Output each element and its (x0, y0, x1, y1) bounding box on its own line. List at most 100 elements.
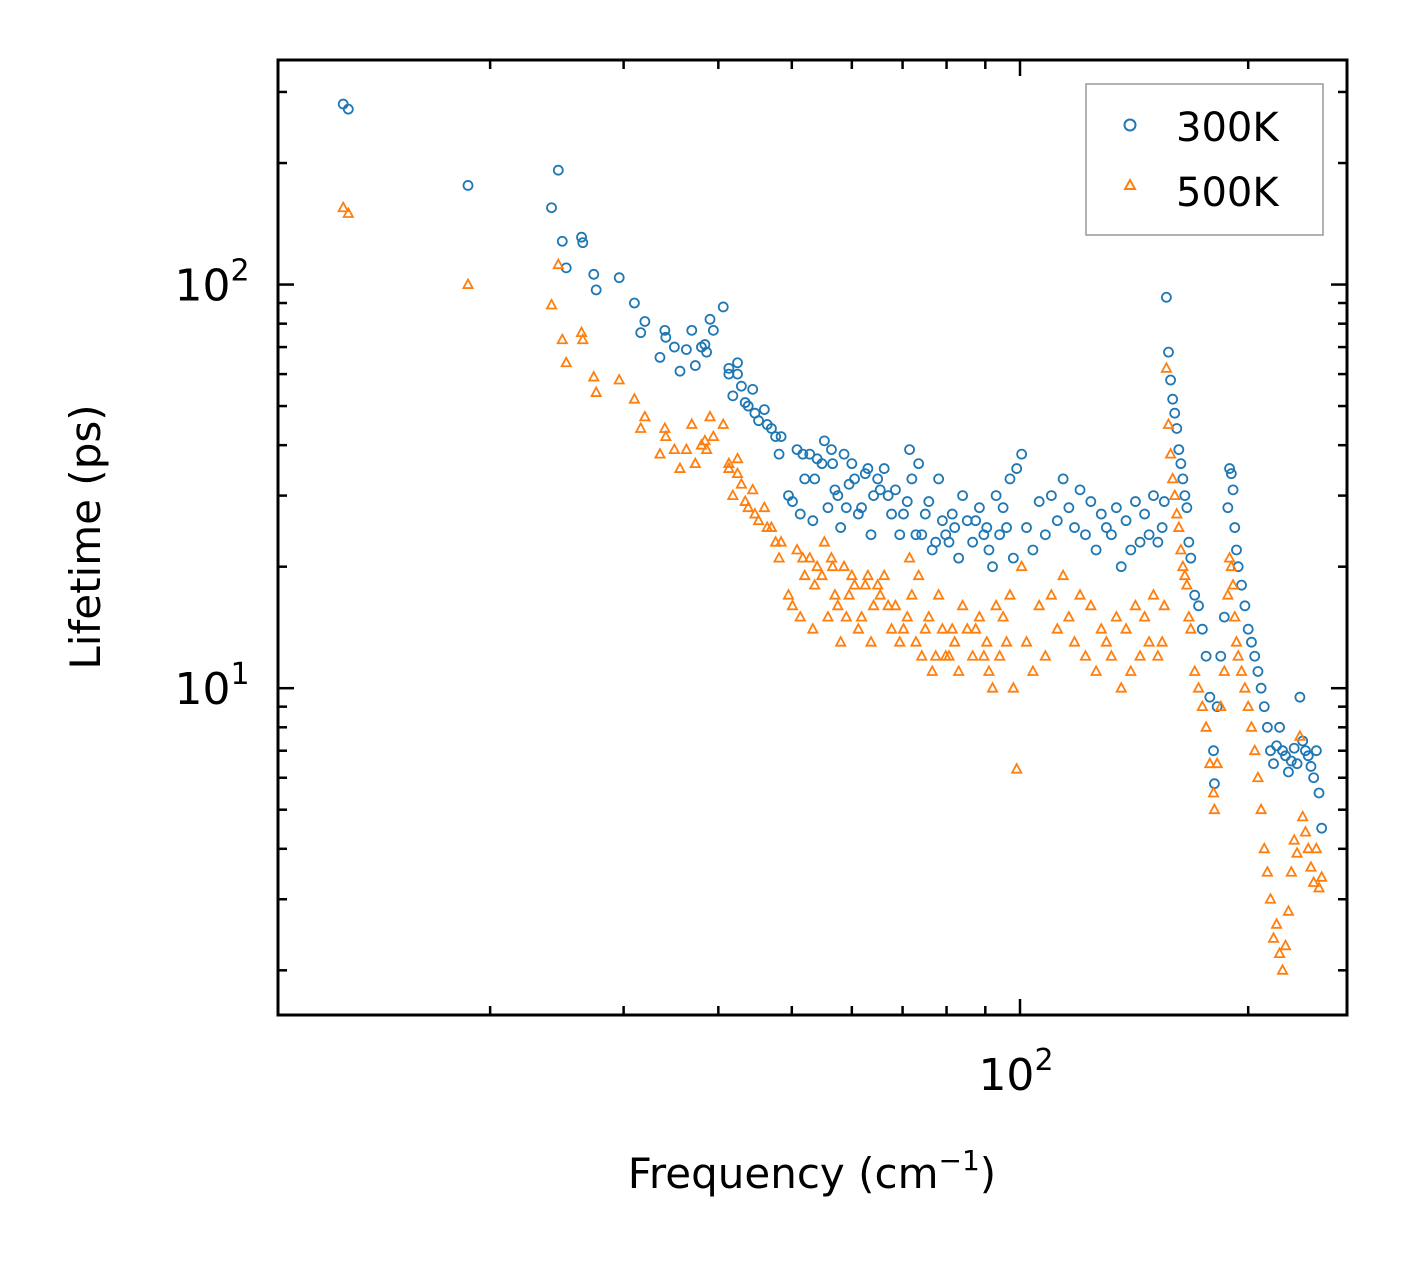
data-point-300k (994, 529, 1006, 541)
data-point-300k (1227, 484, 1239, 496)
data-point-300k (775, 431, 787, 443)
data-point-300k (826, 444, 837, 456)
data-point-300k (807, 515, 819, 527)
data-point-300k (923, 496, 935, 507)
data-point-300k (1225, 468, 1237, 480)
data-point-300k (856, 502, 867, 514)
data-point-300k (699, 339, 711, 350)
data-point-500k (1290, 846, 1304, 858)
data-point-500k (808, 578, 821, 590)
data-point-500k (840, 610, 853, 622)
data-point-500k (798, 568, 811, 581)
data-point-500k (659, 429, 672, 442)
data-point-500k (825, 551, 838, 563)
data-point-300k (680, 344, 692, 355)
data-point-500k (1068, 635, 1081, 647)
data-point-500k (722, 461, 735, 473)
data-point-500k (1089, 664, 1103, 676)
data-point-500k (1010, 762, 1023, 774)
data-point-500k (1156, 635, 1169, 647)
data-point-500k (1270, 917, 1283, 929)
data-point-300k (1218, 611, 1230, 623)
data-point-300k (723, 362, 735, 374)
data-point-300k (1057, 473, 1069, 485)
data-point-500k (1192, 681, 1205, 693)
data-point-300k (1246, 636, 1257, 648)
data-point-300k (843, 478, 855, 490)
data-point-500k (882, 598, 895, 611)
data-point-500k (1282, 904, 1295, 916)
data-point-300k (660, 331, 672, 343)
data-point-300k (1302, 750, 1314, 762)
data-point-500k (905, 588, 918, 600)
data-point-300k (1004, 473, 1016, 485)
data-point-300k (1152, 536, 1164, 548)
data-point-300k (797, 448, 809, 460)
data-point-300k (1177, 473, 1189, 485)
data-point-300k (1181, 502, 1193, 514)
data-point-500k (852, 622, 865, 634)
data-point-300k (906, 473, 918, 485)
data-point-500k (885, 622, 898, 634)
data-point-500k (826, 559, 839, 572)
data-point-300k (865, 529, 877, 541)
data-point-300k (576, 231, 587, 243)
data-point-300k (1115, 561, 1127, 573)
data-point-500k (1151, 649, 1164, 661)
data-point-500k (936, 622, 949, 634)
data-point-500k (634, 421, 647, 433)
data-point-500k (1084, 598, 1097, 611)
plot-marks (337, 98, 1328, 975)
data-point-300k (997, 502, 1009, 514)
data-point-500k (1095, 622, 1108, 634)
data-point-500k (1264, 892, 1277, 904)
data-point-500k (731, 466, 744, 479)
data-point-300k (1143, 529, 1155, 541)
data-point-300k (953, 552, 965, 564)
data-point-500k (1248, 743, 1261, 756)
data-point-500k (1176, 559, 1189, 572)
data-point-500k (803, 551, 816, 563)
data-point-300k (1183, 536, 1195, 548)
data-point-500k (1267, 931, 1280, 943)
data-point-500k (735, 477, 748, 489)
data-point-500k (855, 610, 868, 622)
data-point-500k (901, 610, 914, 622)
data-point-500k (668, 442, 681, 455)
data-point-300k (1200, 650, 1212, 662)
data-point-500k (774, 535, 788, 547)
data-point-300k (1204, 691, 1216, 703)
data-point-300k (1085, 496, 1097, 507)
data-point-300k (1261, 721, 1273, 733)
data-point-300k (556, 235, 568, 247)
data-point-300k (1215, 650, 1227, 662)
data-point-500k (722, 456, 735, 469)
data-point-500k (1312, 881, 1326, 893)
data-point-300k (1130, 496, 1141, 507)
data-point-500k (1045, 588, 1058, 600)
data-point-500k (1020, 635, 1033, 647)
data-point-500k (1238, 681, 1252, 693)
data-point-300k (1134, 536, 1146, 548)
data-point-300k (1125, 544, 1137, 556)
data-point-300k (1051, 515, 1063, 527)
data-point-300k (1110, 502, 1122, 514)
data-point-300k (818, 435, 830, 447)
plot-frame (276, 58, 1349, 1017)
data-point-300k (1222, 502, 1234, 514)
data-point-300k (1045, 490, 1057, 502)
data-point-300k (862, 463, 874, 474)
data-point-500k (1073, 588, 1087, 600)
data-point-300k (686, 324, 698, 336)
data-point-500k (1255, 802, 1268, 815)
data-point-300k (974, 502, 985, 514)
data-point-300k (1294, 691, 1306, 703)
data-point-500k (912, 568, 925, 581)
data-point-300k (943, 536, 955, 548)
data-point-300k (1007, 552, 1019, 564)
data-point-500k (698, 433, 712, 446)
data-point-500k (1225, 559, 1238, 572)
data-point-300k (846, 458, 858, 470)
data-point-300k (1165, 374, 1176, 386)
